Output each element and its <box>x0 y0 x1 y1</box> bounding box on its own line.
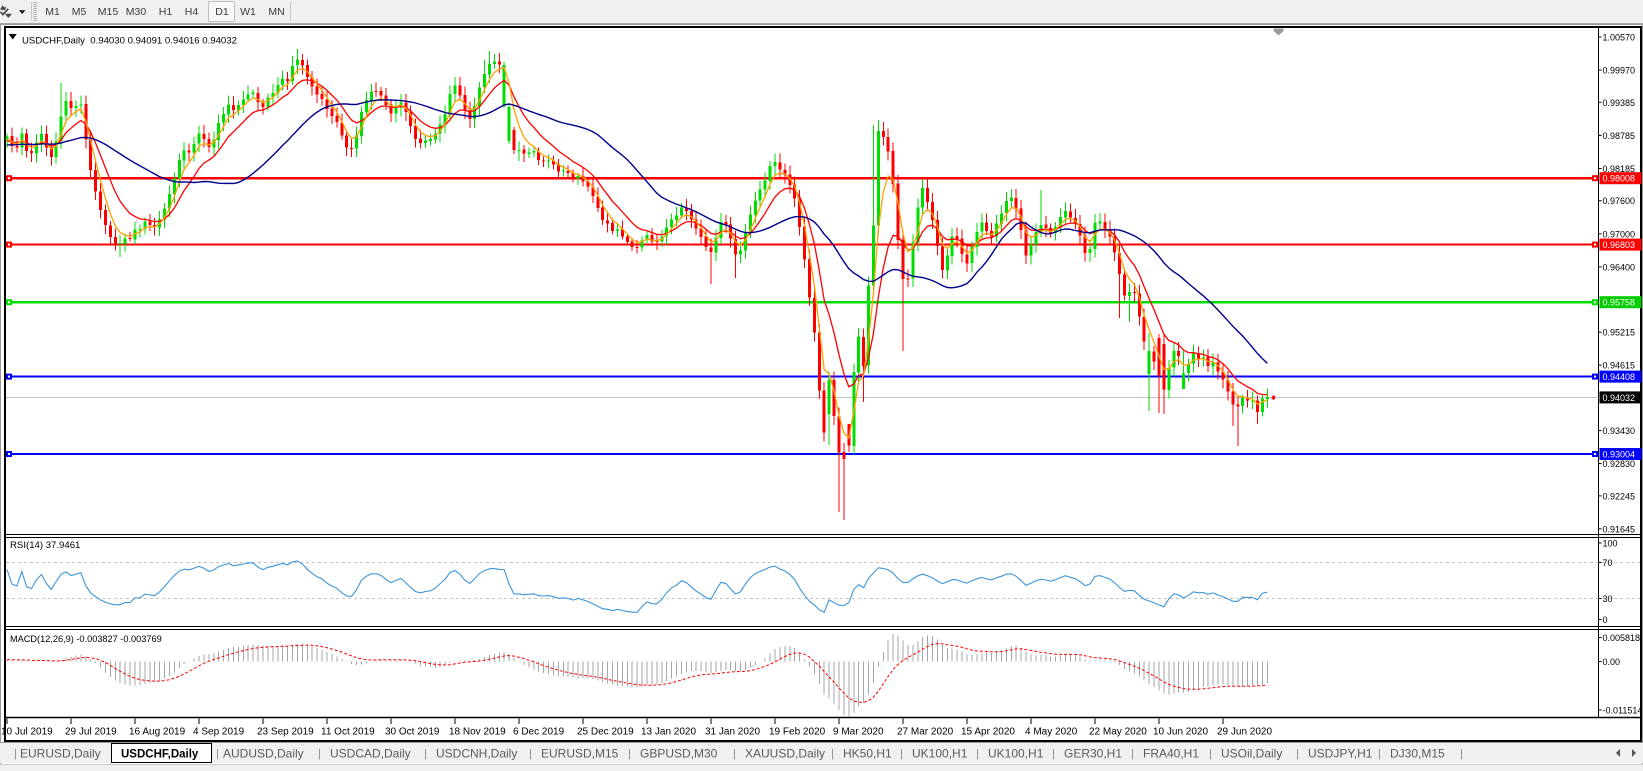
svg-text:27 Mar 2020: 27 Mar 2020 <box>897 727 954 738</box>
svg-text:HK50,H1: HK50,H1 <box>843 747 892 761</box>
svg-text:18 Nov 2019: 18 Nov 2019 <box>449 727 506 738</box>
svg-text:0.97600: 0.97600 <box>1603 196 1636 206</box>
svg-text:RSI(14) 37.9461: RSI(14) 37.9461 <box>10 540 80 551</box>
svg-text:0.92245: 0.92245 <box>1603 491 1636 501</box>
svg-text:USDCAD,Daily: USDCAD,Daily <box>330 747 411 761</box>
svg-text:6 Dec 2019: 6 Dec 2019 <box>513 727 565 738</box>
svg-text:29 Jun 2020: 29 Jun 2020 <box>1217 727 1272 738</box>
svg-text:16 Aug 2019: 16 Aug 2019 <box>129 727 186 738</box>
svg-text:100: 100 <box>1603 539 1618 549</box>
svg-text:0.99970: 0.99970 <box>1603 66 1636 76</box>
svg-text:70: 70 <box>1603 558 1613 568</box>
svg-text:0.00: 0.00 <box>1603 657 1621 667</box>
svg-text:W1: W1 <box>240 6 256 18</box>
svg-text:|: | <box>628 748 631 760</box>
svg-text:0.92830: 0.92830 <box>1603 459 1636 469</box>
svg-text:0.99385: 0.99385 <box>1603 98 1636 108</box>
svg-text:0.95758: 0.95758 <box>1603 298 1636 308</box>
svg-text:UK100,H1: UK100,H1 <box>988 747 1044 761</box>
svg-text:30 Oct 2019: 30 Oct 2019 <box>385 727 440 738</box>
svg-text:0.95215: 0.95215 <box>1603 328 1636 338</box>
svg-text:MACD(12,26,9) -0.003827 -0.003: MACD(12,26,9) -0.003827 -0.003769 <box>10 634 162 644</box>
svg-text:M1: M1 <box>45 6 60 18</box>
svg-text:1.00570: 1.00570 <box>1603 33 1636 43</box>
svg-text:UK100,H1: UK100,H1 <box>912 747 968 761</box>
svg-text:|: | <box>1460 748 1463 760</box>
svg-text:USDCHF,Daily 0.94030 0.94091: USDCHF,Daily 0.94030 0.94091 0.94016 0.9… <box>22 36 237 47</box>
svg-text:USDCHF,Daily: USDCHF,Daily <box>121 749 199 761</box>
svg-text:31 Jan 2020: 31 Jan 2020 <box>705 727 760 738</box>
svg-text:|: | <box>1052 748 1055 760</box>
svg-text:0.96803: 0.96803 <box>1603 240 1636 250</box>
svg-text:H1: H1 <box>159 6 173 18</box>
svg-text:10 Jul 2019: 10 Jul 2019 <box>1 727 53 738</box>
svg-text:M15: M15 <box>98 6 119 18</box>
svg-text:10 Jun 2020: 10 Jun 2020 <box>1153 727 1208 738</box>
svg-text:DJ30,M15: DJ30,M15 <box>1390 747 1445 761</box>
svg-text:0.94408: 0.94408 <box>1603 372 1636 382</box>
svg-text:0.91645: 0.91645 <box>1603 524 1636 534</box>
svg-text:MN: MN <box>268 6 284 18</box>
svg-text:0.98008: 0.98008 <box>1603 174 1636 184</box>
svg-text:USDCNH,Daily: USDCNH,Daily <box>436 747 517 761</box>
svg-text:|: | <box>1209 748 1212 760</box>
svg-text:22 May 2020: 22 May 2020 <box>1089 727 1147 738</box>
svg-text:0.96400: 0.96400 <box>1603 262 1636 272</box>
svg-text:|: | <box>976 748 979 760</box>
svg-text:|: | <box>424 748 427 760</box>
svg-text:|: | <box>216 748 219 760</box>
svg-text:-0.011514: -0.011514 <box>1603 706 1643 716</box>
svg-text:|: | <box>14 748 17 760</box>
svg-text:0.94615: 0.94615 <box>1603 361 1636 371</box>
svg-text:|: | <box>900 748 903 760</box>
svg-text:USDJPY,H1: USDJPY,H1 <box>1308 747 1373 761</box>
svg-text:0.98185: 0.98185 <box>1603 164 1636 174</box>
svg-text:0.93430: 0.93430 <box>1603 426 1636 436</box>
svg-text:29 Jul 2019: 29 Jul 2019 <box>65 727 117 738</box>
svg-text:M5: M5 <box>72 6 87 18</box>
svg-text:EURUSD,Daily: EURUSD,Daily <box>20 747 101 761</box>
svg-text:0: 0 <box>1603 615 1608 625</box>
svg-text:M30: M30 <box>126 6 147 18</box>
svg-text:GER30,H1: GER30,H1 <box>1064 747 1122 761</box>
svg-text:AUDUSD,Daily: AUDUSD,Daily <box>223 747 304 761</box>
svg-text:0.94032: 0.94032 <box>1603 393 1636 403</box>
svg-text:|: | <box>318 748 321 760</box>
svg-text:EURUSD,M15: EURUSD,M15 <box>541 747 619 761</box>
svg-text:4 Sep 2019: 4 Sep 2019 <box>193 727 245 738</box>
svg-text:25 Dec 2019: 25 Dec 2019 <box>577 727 634 738</box>
svg-text:|: | <box>1296 748 1299 760</box>
svg-text:15 Apr 2020: 15 Apr 2020 <box>961 727 1015 738</box>
svg-text:4 May 2020: 4 May 2020 <box>1025 727 1078 738</box>
svg-text:11 Oct 2019: 11 Oct 2019 <box>321 727 375 738</box>
svg-text:0.97000: 0.97000 <box>1603 229 1636 239</box>
svg-text:|: | <box>831 748 834 760</box>
svg-text:|: | <box>529 748 532 760</box>
svg-text:|: | <box>733 748 736 760</box>
svg-text:USOil,Daily: USOil,Daily <box>1221 747 1282 761</box>
svg-text:30: 30 <box>1603 594 1613 604</box>
svg-text:0.93004: 0.93004 <box>1603 450 1636 460</box>
svg-text:9 Mar 2020: 9 Mar 2020 <box>833 727 884 738</box>
svg-text:19 Feb 2020: 19 Feb 2020 <box>769 727 826 738</box>
svg-text:FRA40,H1: FRA40,H1 <box>1143 747 1199 761</box>
svg-text:XAUUSD,Daily: XAUUSD,Daily <box>745 747 825 761</box>
svg-text:0.98785: 0.98785 <box>1603 131 1636 141</box>
svg-text:|: | <box>1131 748 1134 760</box>
svg-text:|: | <box>1378 748 1381 760</box>
svg-text:0.005818: 0.005818 <box>1603 633 1641 643</box>
svg-text:13 Jan 2020: 13 Jan 2020 <box>641 727 696 738</box>
svg-text:D1: D1 <box>215 6 229 18</box>
svg-text:GBPUSD,M30: GBPUSD,M30 <box>640 747 718 761</box>
svg-text:H4: H4 <box>185 6 199 18</box>
svg-text:23 Sep 2019: 23 Sep 2019 <box>257 727 314 738</box>
